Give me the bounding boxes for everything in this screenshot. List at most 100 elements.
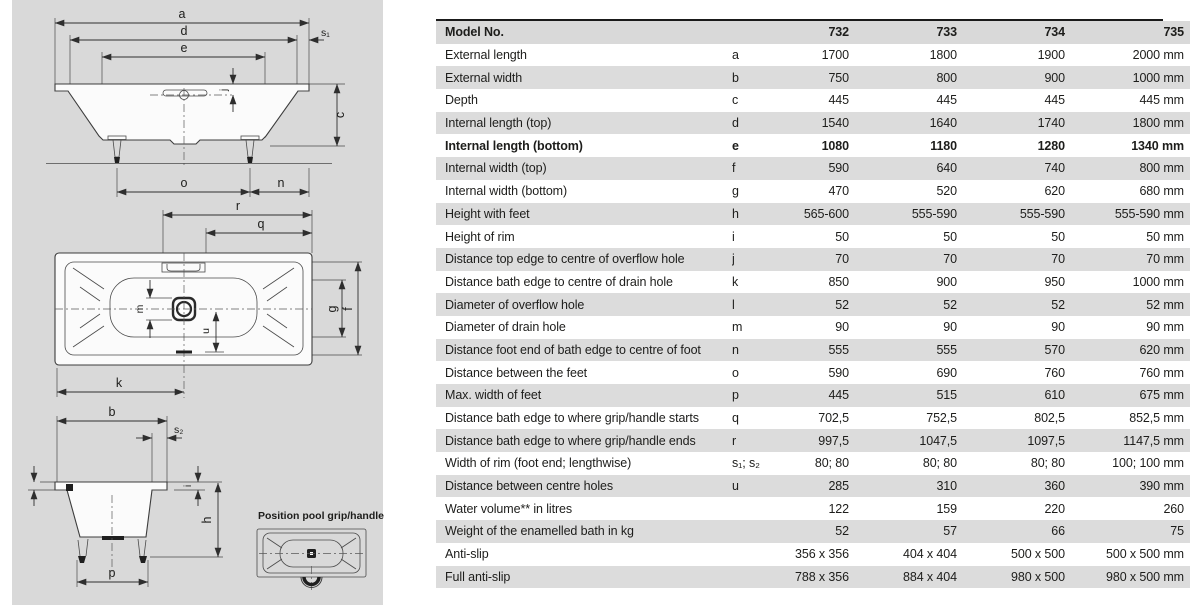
- table-row: Height with feet h 565-600 555-590 555-590 55…: [436, 202, 1190, 226]
- spec-letter: q: [732, 411, 739, 426]
- spec-value-with-unit: 75: [1170, 524, 1184, 539]
- table-row: Weight of the enamelled bath in kg 52 57 66…: [436, 520, 1190, 543]
- spec-letter: l: [732, 297, 735, 312]
- spec-value: 850: [828, 274, 849, 289]
- table-row: Diameter of drain hole m 90 90 90 90 mm: [436, 316, 1190, 339]
- spec-label: Distance top edge to centre of overflow …: [445, 252, 685, 267]
- spec-value: 310: [936, 479, 957, 494]
- spec-label: Weight of the enamelled bath in kg: [445, 524, 634, 539]
- header-model-735: 735: [1163, 25, 1184, 40]
- dim-label-c: c: [333, 112, 347, 118]
- spec-value: 1097,5: [1027, 433, 1065, 448]
- spec-value: 590: [828, 365, 849, 380]
- spec-value: 1740: [1037, 116, 1066, 131]
- spec-rows: External length a 1700 1800 1900 2000 mm Exter…: [436, 44, 1190, 589]
- spec-value: 760: [1044, 365, 1065, 380]
- dim-label-e: e: [181, 41, 188, 55]
- spec-value: 555-590: [1019, 206, 1065, 221]
- spec-value-with-unit: 980 x 500 mm: [1105, 569, 1184, 584]
- spec-letter: r: [732, 433, 737, 448]
- spec-value: 90: [835, 320, 849, 335]
- table-row: Water volume** in litres 122 159 220 260: [436, 497, 1190, 520]
- dim-label-d: d: [181, 24, 188, 38]
- table-row: Diameter of overflow hole l 52 52 52 52 mm: [436, 293, 1190, 316]
- table-row: Distance bath edge to centre of drain ho…: [436, 271, 1190, 294]
- spec-value-with-unit: 260: [1163, 501, 1184, 516]
- table-row: Distance foot end of bath edge to centre…: [436, 338, 1190, 362]
- spec-label: External width: [445, 70, 523, 85]
- spec-value: 52: [835, 524, 849, 539]
- dim-label-r: r: [236, 199, 240, 213]
- spec-value-with-unit: 90 mm: [1146, 320, 1184, 335]
- table-row: Internal length (bottom) e 1080 1180 1280 134…: [436, 134, 1190, 157]
- spec-letter: h: [732, 206, 739, 221]
- spec-label: Diameter of drain hole: [445, 320, 566, 335]
- spec-table: Model No. 732 733 734 735 External lengt…: [436, 19, 1190, 589]
- spec-value: 702,5: [818, 411, 849, 426]
- spec-letter: [732, 566, 769, 589]
- spec-value: 1540: [821, 116, 850, 131]
- foot-right: [240, 135, 260, 163]
- spec-label: Internal length (top): [445, 116, 552, 131]
- spec-letter: s₁; s₂: [732, 456, 760, 471]
- spec-value: 555: [936, 342, 957, 357]
- spec-value: 555: [828, 342, 849, 357]
- spec-value: 520: [936, 184, 957, 199]
- spec-value: 740: [1044, 161, 1065, 176]
- spec-value: 980 x 500: [1010, 569, 1065, 584]
- spec-value: 66: [1051, 524, 1065, 539]
- table-row: Distance top edge to centre of overflow …: [436, 247, 1190, 271]
- spec-letter: m: [732, 320, 743, 335]
- spec-value: 445: [828, 93, 849, 108]
- spec-label: Distance bath edge to centre of drain ho…: [445, 274, 673, 289]
- header-letter-spacer: [732, 21, 769, 44]
- spec-value-with-unit: 680 mm: [1139, 184, 1184, 199]
- header-model-734: 734: [1044, 25, 1065, 40]
- spec-value: 90: [943, 320, 957, 335]
- spec-value: 285: [828, 479, 849, 494]
- grip-detail-caption: Position pool grip/handle: [258, 510, 384, 522]
- spec-label: Anti-slip: [445, 547, 489, 562]
- spec-value: 52: [1051, 297, 1065, 312]
- spec-value: 50: [835, 229, 849, 244]
- dim-label-j: j: [218, 89, 230, 92]
- spec-value-with-unit: 1340 mm: [1131, 138, 1184, 153]
- dim-label-i: i: [182, 485, 194, 487]
- spec-value-with-unit: 100; 100 mm: [1112, 456, 1184, 471]
- spec-value: 80; 80: [922, 456, 957, 471]
- spec-value: 122: [828, 501, 849, 516]
- spec-value: 610: [1044, 388, 1065, 403]
- spec-value: 80; 80: [1030, 456, 1065, 471]
- spec-value: 802,5: [1034, 411, 1065, 426]
- spec-value: 1180: [930, 138, 957, 153]
- grip-detail: Position pool grip/handle: [256, 510, 384, 592]
- table-row: Internal width (top) f 590 640 740 800 mm: [436, 157, 1190, 180]
- spec-letter: f: [732, 161, 736, 176]
- spec-value: 70: [1051, 252, 1065, 267]
- spec-value: 565-600: [803, 206, 849, 221]
- spec-value: 690: [936, 365, 957, 380]
- spec-value: 590: [828, 161, 849, 176]
- foot-left: [107, 135, 127, 163]
- spec-value: 800: [936, 70, 957, 85]
- table-row: External length a 1700 1800 1900 2000 mm: [436, 44, 1190, 67]
- end-view-diagram: b s₂ i h p: [28, 405, 223, 587]
- spec-value: 80; 80: [814, 456, 849, 471]
- spec-value-with-unit: 1147,5 mm: [1123, 433, 1184, 448]
- spec-label: Diameter of overflow hole: [445, 297, 585, 312]
- table-row: Distance bath edge to where grip/handle …: [436, 407, 1190, 430]
- spec-value: 52: [943, 297, 957, 312]
- grip-cross-section: [66, 484, 73, 491]
- dim-label-s2: s₂: [174, 424, 183, 436]
- spec-label: Distance between centre holes: [445, 479, 614, 494]
- bathtub-drawings: a d s₁ e j c: [12, 0, 384, 605]
- spec-value: 220: [1044, 501, 1065, 516]
- spec-value: 752,5: [926, 411, 957, 426]
- side-view-diagram: a d s₁ e j c: [46, 7, 347, 197]
- spec-value: 90: [1051, 320, 1065, 335]
- spec-letter: [732, 497, 769, 520]
- spec-value-with-unit: 500 x 500 mm: [1105, 547, 1184, 562]
- spec-value: 1280: [1037, 138, 1066, 153]
- spec-letter: p: [732, 388, 739, 403]
- dim-label-b: b: [109, 405, 116, 419]
